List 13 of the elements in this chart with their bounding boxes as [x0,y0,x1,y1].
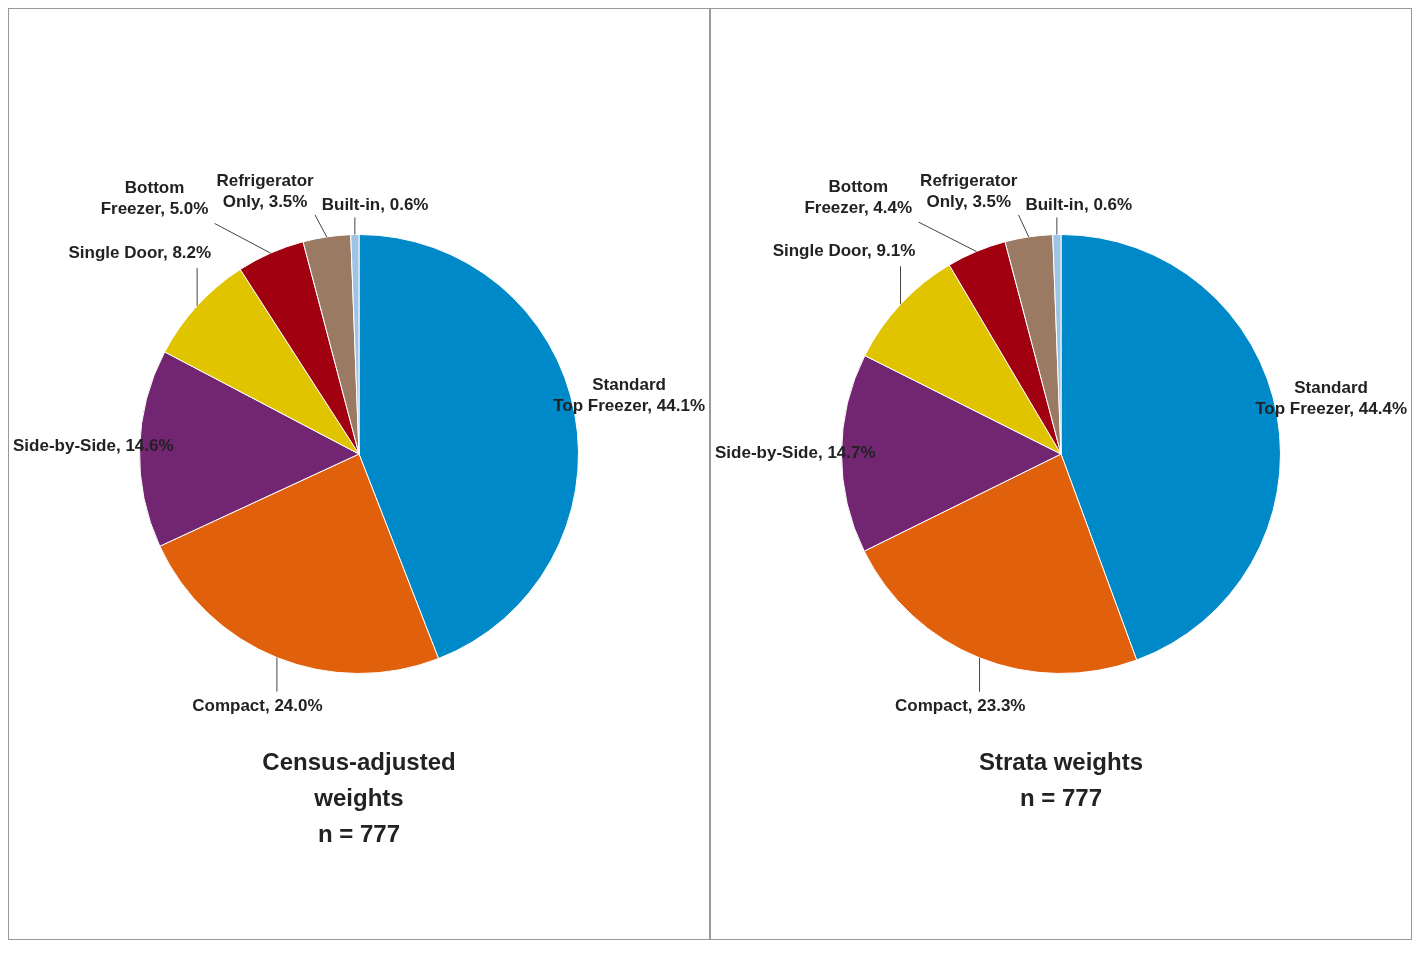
slice-label: Refrigerator Only, 3.5% [920,170,1018,211]
slice-label: Built-in, 0.6% [321,194,429,214]
slice-label: Bottom Freezer, 4.4% [804,177,913,218]
slice-label: Compact, 23.3% [895,695,1026,715]
slice-label: Built-in, 0.6% [1025,194,1133,214]
slice-label: Refrigerator Only, 3.5% [216,170,315,211]
slice-label: Single Door, 8.2% [68,242,212,262]
text: n = 777 [317,820,401,848]
text: Strata weights [978,748,1144,776]
slice-label: Single Door, 9.1% [772,241,916,261]
slice-label: Bottom Freezer, 5.0% [100,178,209,219]
text: n = 777 [1019,784,1103,812]
slice-label: Compact, 24.0% [192,695,323,715]
